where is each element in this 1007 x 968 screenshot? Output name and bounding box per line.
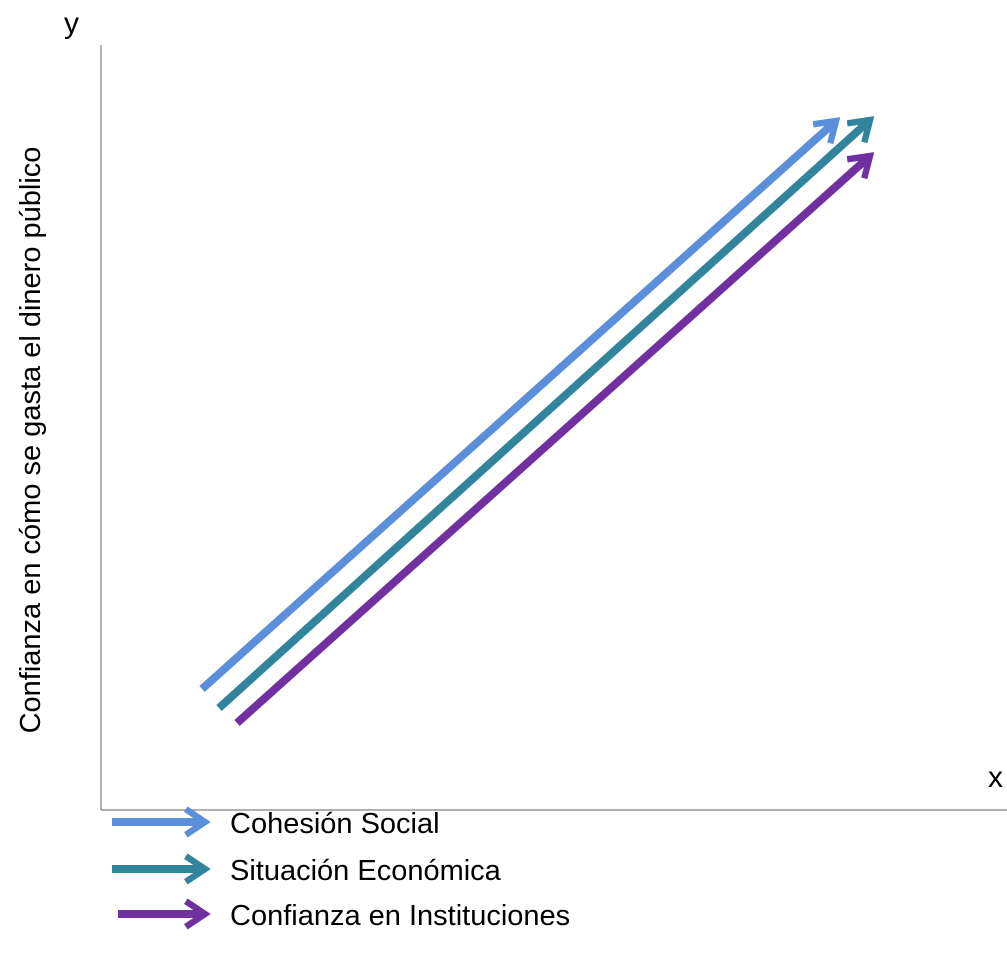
- legend: Cohesión Social Situación Económica Conf…: [112, 806, 570, 932]
- y-axis-letter: y: [64, 7, 79, 40]
- x-axis-letter: x: [988, 761, 1003, 794]
- legend-item-cohesion-social: Cohesión Social: [112, 806, 440, 840]
- arrow-situacion-economica: [216, 116, 875, 711]
- y-axis-title: Confianza en cómo se gasta el dinero púb…: [15, 147, 47, 734]
- legend-item-confianza-instituciones: Confianza en Instituciones: [118, 898, 570, 932]
- arrow-cohesion-social: [199, 117, 841, 692]
- legend-label: Situación Económica: [230, 855, 502, 887]
- legend-label: Cohesión Social: [230, 808, 440, 840]
- arrow-confianza-instituciones: [234, 152, 875, 726]
- legend-item-situacion-economica: Situación Económica: [112, 853, 502, 887]
- legend-label: Confianza en Instituciones: [230, 900, 570, 932]
